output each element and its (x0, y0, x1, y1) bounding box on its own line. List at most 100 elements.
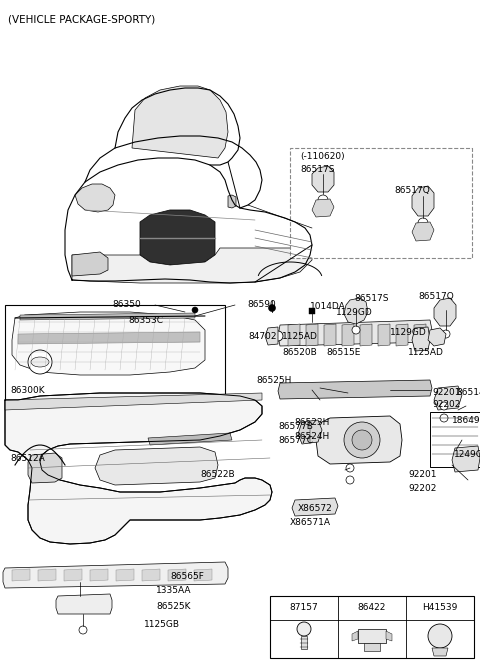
Polygon shape (228, 195, 236, 208)
Circle shape (79, 626, 87, 634)
Text: 92201: 92201 (408, 470, 436, 479)
Polygon shape (312, 199, 334, 217)
Text: 1335AA: 1335AA (156, 586, 192, 595)
Polygon shape (360, 324, 372, 346)
Circle shape (346, 464, 354, 472)
Polygon shape (301, 636, 307, 649)
Circle shape (344, 422, 380, 458)
Text: 87157: 87157 (289, 604, 318, 612)
Polygon shape (432, 648, 448, 656)
Text: 86512A: 86512A (10, 454, 45, 463)
Circle shape (77, 597, 83, 603)
Bar (290, 148, 472, 258)
Polygon shape (142, 569, 160, 581)
Circle shape (440, 402, 448, 410)
Polygon shape (3, 562, 228, 588)
Text: 86577C: 86577C (278, 436, 313, 445)
Text: 86525H: 86525H (256, 376, 291, 385)
Circle shape (442, 330, 450, 338)
Circle shape (352, 430, 372, 450)
Polygon shape (378, 324, 390, 346)
Text: 1125AD: 1125AD (408, 348, 444, 357)
Polygon shape (412, 327, 430, 351)
Polygon shape (12, 569, 30, 581)
Text: 86523H: 86523H (295, 418, 330, 427)
Bar (430, 412, 480, 467)
Text: 86517Q: 86517Q (394, 186, 430, 195)
Polygon shape (434, 386, 462, 410)
Polygon shape (95, 447, 218, 485)
Text: 92201: 92201 (432, 388, 460, 397)
Circle shape (28, 350, 52, 374)
Polygon shape (72, 248, 312, 283)
Polygon shape (265, 327, 278, 345)
Text: 1125AD: 1125AD (282, 332, 318, 341)
Polygon shape (278, 380, 432, 399)
Text: 86515E: 86515E (326, 348, 360, 357)
Polygon shape (412, 222, 434, 241)
Text: X86572: X86572 (298, 504, 333, 513)
Polygon shape (28, 453, 62, 483)
Polygon shape (352, 631, 358, 641)
Polygon shape (428, 328, 446, 346)
Text: 86422: 86422 (358, 604, 386, 612)
Text: 86520B: 86520B (282, 348, 317, 357)
Text: 1014DA: 1014DA (310, 302, 346, 311)
Polygon shape (316, 416, 402, 464)
Polygon shape (414, 324, 426, 346)
Text: 18649B: 18649B (452, 416, 480, 425)
Polygon shape (292, 498, 338, 516)
Text: (-110620): (-110620) (300, 152, 345, 161)
Circle shape (273, 331, 283, 341)
Polygon shape (116, 569, 134, 581)
Circle shape (428, 624, 452, 648)
Circle shape (352, 326, 360, 334)
Circle shape (318, 195, 328, 205)
Text: 86350: 86350 (112, 300, 141, 309)
Polygon shape (344, 298, 368, 324)
Circle shape (418, 218, 428, 228)
Text: 86522B: 86522B (200, 470, 235, 479)
Text: (VEHICLE PACKAGE-SPORTY): (VEHICLE PACKAGE-SPORTY) (8, 14, 155, 24)
Polygon shape (18, 332, 200, 344)
Text: 86524H: 86524H (295, 432, 330, 441)
Circle shape (346, 476, 354, 484)
Text: X86571A: X86571A (290, 518, 331, 527)
Polygon shape (324, 324, 336, 346)
Polygon shape (140, 210, 215, 265)
Polygon shape (148, 433, 232, 445)
Circle shape (268, 305, 276, 312)
Bar (5, 305, 225, 433)
Polygon shape (5, 393, 272, 544)
Text: 1129GD: 1129GD (336, 308, 373, 317)
Text: 86517S: 86517S (354, 294, 388, 303)
Text: 92202: 92202 (432, 400, 460, 409)
Text: 86514D: 86514D (456, 388, 480, 397)
Polygon shape (64, 569, 82, 581)
Polygon shape (72, 252, 108, 276)
Text: 92202: 92202 (408, 484, 436, 493)
Text: 1129GD: 1129GD (390, 328, 427, 337)
Polygon shape (386, 631, 392, 641)
Polygon shape (56, 594, 112, 614)
Bar (270, 596, 474, 658)
Polygon shape (288, 324, 300, 346)
Text: 84702: 84702 (248, 332, 276, 341)
Text: 86565F: 86565F (170, 572, 204, 581)
Polygon shape (278, 320, 432, 346)
Text: 86517Q: 86517Q (418, 292, 454, 301)
Polygon shape (90, 569, 108, 581)
Polygon shape (309, 308, 315, 314)
Polygon shape (38, 569, 56, 581)
Polygon shape (358, 629, 386, 643)
Polygon shape (168, 569, 186, 581)
Text: H41539: H41539 (422, 604, 458, 612)
Polygon shape (342, 324, 354, 346)
Circle shape (297, 622, 311, 636)
Text: 86353C: 86353C (128, 316, 163, 325)
Text: 86590: 86590 (247, 300, 276, 309)
Text: 1125GB: 1125GB (144, 620, 180, 629)
Polygon shape (434, 298, 456, 326)
Polygon shape (298, 420, 322, 444)
Circle shape (440, 414, 448, 422)
